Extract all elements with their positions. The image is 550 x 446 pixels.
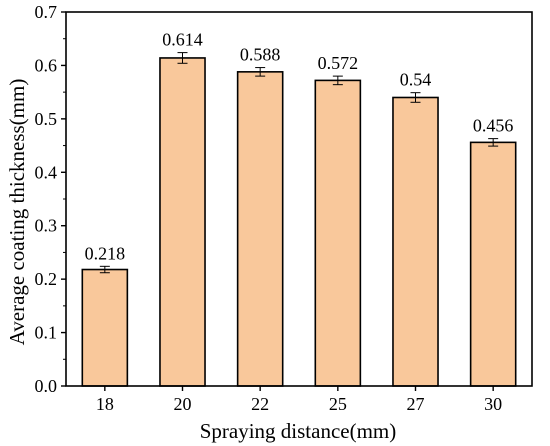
bar xyxy=(236,71,284,387)
bar xyxy=(314,79,362,387)
axes-layer: 18 20 22 25 27 30 0.0 0.1 0.2 0.3 0.4 0.5 0.6 0.7 xyxy=(35,2,533,414)
data-labels-layer: 0.218 0.614 0.588 0.572 0.54 0.456 xyxy=(85,30,514,264)
y-tick-label: 0.6 xyxy=(35,55,58,75)
bar xyxy=(469,141,517,387)
data-label: 0.572 xyxy=(318,53,359,73)
x-tick-label: 22 xyxy=(251,394,269,414)
x-tick-label: 30 xyxy=(484,394,502,414)
bar xyxy=(159,57,206,387)
data-label: 0.614 xyxy=(162,30,203,50)
bar xyxy=(81,268,129,387)
y-tick-label: 0.2 xyxy=(35,269,58,289)
bars-layer xyxy=(81,57,517,387)
data-label: 0.54 xyxy=(400,70,432,90)
x-axis-title: Spraying distance(mm) xyxy=(200,419,397,443)
bar xyxy=(392,96,439,387)
y-tick-label: 0.3 xyxy=(35,216,58,236)
y-tick-label: 0.4 xyxy=(35,162,58,182)
x-tick-label: 27 xyxy=(407,394,425,414)
x-tick-label: 18 xyxy=(96,394,114,414)
y-axis-title: Average coating thickness(mm) xyxy=(5,79,29,346)
y-tick-label: 0.7 xyxy=(35,2,58,22)
y-tick-label: 0.1 xyxy=(35,323,58,343)
x-tick-label: 25 xyxy=(329,394,347,414)
data-label: 0.218 xyxy=(85,243,126,263)
data-label: 0.588 xyxy=(240,45,281,65)
data-label: 0.456 xyxy=(473,116,514,136)
error-bars-layer xyxy=(99,52,499,274)
x-tick-label: 20 xyxy=(174,394,192,414)
y-tick-label: 0.0 xyxy=(35,376,58,396)
y-tick-label: 0.5 xyxy=(35,109,58,129)
plot-frame xyxy=(65,11,533,387)
